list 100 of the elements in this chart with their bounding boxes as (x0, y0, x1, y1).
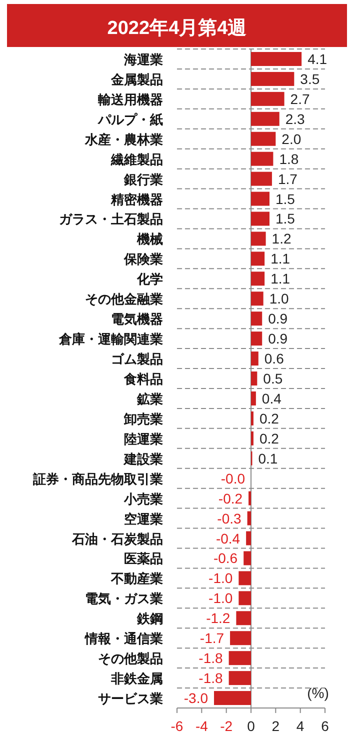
data-label: 4.1 (308, 50, 328, 67)
bar (251, 312, 262, 326)
bar (251, 272, 265, 286)
y-tick-label: 精密機器 (110, 192, 163, 207)
y-tick-label: 金属製品 (110, 72, 163, 87)
y-tick-label: 食料品 (123, 372, 163, 386)
chart-title: 2022年4月第4週 (107, 18, 247, 39)
bar (251, 332, 262, 346)
x-tick-label: -4 (195, 718, 208, 734)
data-label: -1.8 (198, 670, 224, 686)
bar (251, 232, 266, 246)
data-label: 3.5 (300, 70, 320, 87)
data-label: 1.2 (272, 230, 292, 247)
y-tick-label: パルプ・紙 (97, 112, 163, 127)
x-tick-label: 2 (272, 718, 280, 734)
bar (214, 691, 251, 706)
bar (251, 352, 258, 366)
data-label: 1.8 (279, 150, 299, 167)
bar (244, 551, 251, 566)
bar (251, 252, 265, 266)
bar (251, 52, 302, 66)
annotation: (%) (307, 685, 329, 701)
data-label: 0.4 (262, 390, 282, 406)
y-tick-label: 石油・石炭製品 (71, 531, 163, 546)
data-label: 1.1 (270, 270, 290, 287)
data-label: -0.4 (216, 530, 240, 546)
data-label: -0.2 (218, 490, 243, 506)
bar (238, 591, 251, 606)
data-label: 0.6 (264, 350, 284, 367)
data-label: 1.7 (278, 170, 298, 187)
y-tick-label: 電気機器 (111, 312, 163, 327)
bar (228, 651, 251, 666)
bar (251, 372, 258, 386)
bar (246, 531, 251, 546)
y-tick-label: サービス業 (98, 691, 163, 706)
data-label: -1.0 (208, 590, 233, 606)
y-tick-label: その他金融業 (85, 292, 163, 307)
bar (251, 152, 274, 166)
y-tick-label: 情報・通信業 (84, 631, 163, 646)
bar (251, 112, 280, 126)
y-tick-label: 銀行業 (123, 172, 163, 187)
bar (251, 72, 294, 86)
bar (247, 511, 251, 526)
y-tick-label: 空運業 (124, 511, 163, 526)
data-label: -1.8 (198, 650, 224, 666)
y-tick-label: その他製品 (98, 651, 163, 666)
y-tick-label: 輸送用機器 (97, 92, 163, 107)
data-label: 0.9 (268, 330, 288, 347)
y-tick-label: 倉庫・運輸関連業 (58, 332, 163, 347)
y-tick-label: 機械 (136, 232, 163, 247)
data-label: 1.1 (270, 250, 290, 267)
data-label: 1.5 (276, 190, 296, 207)
y-tick-label: 建設業 (123, 451, 163, 466)
bar (251, 212, 270, 226)
x-tick-label: 0 (247, 718, 256, 734)
bar (238, 571, 251, 586)
data-label: -0.0 (220, 470, 246, 486)
y-tick-label: 繊維製品 (110, 152, 163, 167)
y-tick-label: 非鉄金属 (110, 671, 163, 686)
data-label: -1.0 (208, 570, 233, 586)
bar (251, 391, 256, 406)
bar (228, 671, 251, 686)
data-label: 0.5 (263, 370, 283, 386)
data-label: -1.2 (206, 610, 230, 626)
bar (251, 172, 272, 186)
data-label: 2.0 (282, 130, 302, 147)
y-tick-label: 証券・商品先物取引業 (32, 471, 163, 486)
data-label: -0.6 (213, 550, 238, 566)
bar (251, 92, 284, 106)
bar (251, 192, 270, 206)
data-label: -3.0 (184, 690, 208, 706)
bar (236, 611, 251, 626)
data-label: 0.9 (268, 310, 288, 327)
y-tick-label: 化学 (136, 272, 163, 287)
x-tick-label: -2 (220, 718, 233, 734)
data-label: 2.3 (285, 110, 306, 127)
x-tick-label: 4 (296, 718, 304, 734)
data-label: 0.2 (259, 430, 280, 446)
y-tick-label: 保険業 (123, 252, 163, 267)
y-tick-label: 海運業 (123, 52, 163, 67)
y-tick-label: ゴム製品 (111, 352, 163, 367)
data-label: 0.2 (259, 410, 280, 426)
y-tick-label: 鉱業 (136, 391, 163, 406)
data-label: -1.7 (200, 630, 224, 646)
bar (251, 132, 276, 146)
y-tick-label: 不動産業 (110, 571, 163, 586)
y-tick-label: 小売業 (123, 491, 163, 506)
y-tick-label: 医薬品 (124, 551, 163, 566)
y-tick-label: 鉄鋼 (136, 611, 163, 626)
data-label: 2.7 (290, 90, 310, 107)
bar (251, 292, 264, 306)
data-label: 1.0 (269, 290, 290, 307)
y-tick-label: ガラス・土石製品 (59, 212, 163, 227)
data-label: 1.5 (276, 210, 296, 227)
y-tick-label: 陸運業 (124, 431, 163, 446)
data-label: -0.3 (217, 510, 242, 526)
x-tick-label: 6 (321, 718, 330, 734)
y-tick-label: 電気・ガス業 (85, 591, 163, 606)
y-tick-label: 卸売業 (123, 411, 163, 426)
bar (230, 631, 251, 646)
